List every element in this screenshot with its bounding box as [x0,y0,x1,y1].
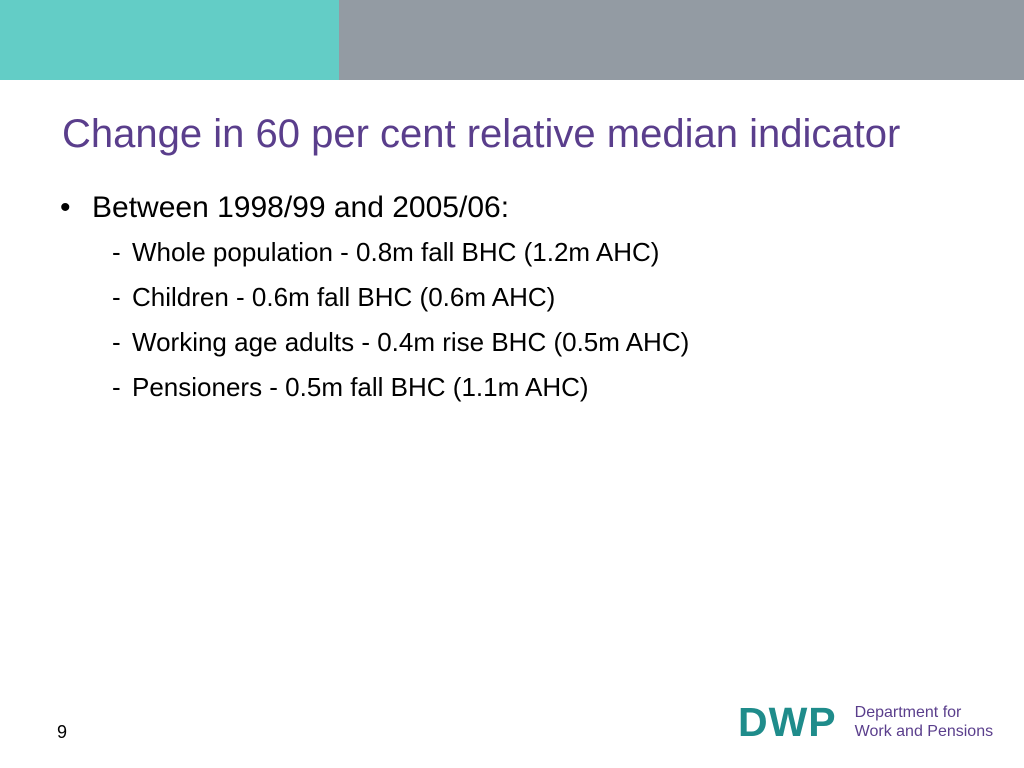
bullet-list: • Between 1998/99 and 2005/06: - Whole p… [60,186,689,410]
sub-item: - Whole population - 0.8m fall BHC (1.2m… [112,230,689,275]
sub-marker: - [112,327,121,357]
logo-line-1: Department for [854,704,962,721]
sub-marker: - [112,282,121,312]
sub-marker: - [112,237,121,267]
sub-marker: - [112,372,121,402]
sub-list: - Whole population - 0.8m fall BHC (1.2m… [60,230,689,410]
sub-item: - Working age adults - 0.4m rise BHC (0.… [112,320,689,365]
sub-item-text: Whole population - 0.8m fall BHC (1.2m A… [132,237,660,267]
sub-item: - Children - 0.6m fall BHC (0.6m AHC) [112,275,689,320]
dwp-logo: DWP Department for Work and Pensions [738,700,993,744]
sub-item-text: Working age adults - 0.4m rise BHC (0.5m… [132,327,690,357]
bullet-text: Between 1998/99 and 2005/06: [92,191,510,224]
sub-item: - Pensioners - 0.5m fall BHC (1.1m AHC) [112,365,689,410]
sub-item-text: Children - 0.6m fall BHC (0.6m AHC) [132,282,556,312]
logo-mark: DWP [738,699,837,745]
page-number: 9 [57,722,68,742]
header-band-teal [0,0,339,80]
slide-title: Change in 60 per cent relative median in… [62,112,901,156]
logo-text: Department for Work and Pensions [855,703,993,741]
header-band-grey [339,0,1024,80]
bullet-marker: • [60,191,71,224]
sub-item-text: Pensioners - 0.5m fall BHC (1.1m AHC) [132,372,589,402]
bullet-item: • Between 1998/99 and 2005/06: - Whole p… [60,186,689,410]
logo-line-2: Work and Pensions [854,723,994,740]
